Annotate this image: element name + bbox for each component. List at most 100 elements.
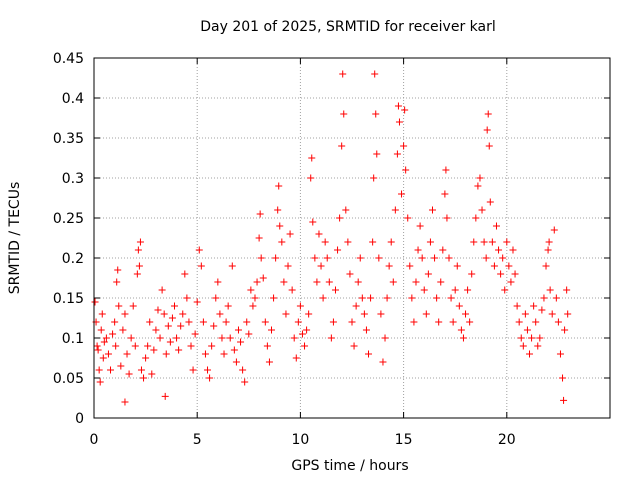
data-point bbox=[338, 142, 346, 150]
data-point bbox=[394, 102, 402, 110]
data-point bbox=[344, 238, 352, 246]
data-point bbox=[511, 270, 519, 278]
data-point bbox=[166, 338, 174, 346]
data-point bbox=[433, 294, 441, 302]
data-point bbox=[393, 150, 401, 158]
data-point bbox=[424, 270, 432, 278]
chart-title: Day 201 of 2025, SRMTID for receiver kar… bbox=[200, 19, 496, 35]
data-point bbox=[247, 286, 255, 294]
data-point bbox=[459, 334, 467, 342]
data-point bbox=[521, 310, 529, 318]
data-point bbox=[294, 318, 302, 326]
data-point bbox=[532, 318, 540, 326]
data-point bbox=[164, 322, 172, 330]
data-point bbox=[464, 286, 472, 294]
data-point bbox=[95, 366, 103, 374]
grid bbox=[94, 58, 610, 418]
data-point bbox=[418, 254, 426, 262]
data-point bbox=[323, 254, 331, 262]
data-point bbox=[114, 266, 122, 274]
data-point bbox=[356, 254, 364, 262]
data-point bbox=[564, 310, 572, 318]
data-point bbox=[256, 210, 264, 218]
data-point bbox=[218, 334, 226, 342]
data-point bbox=[162, 350, 170, 358]
data-point bbox=[187, 342, 195, 350]
y-tick-label: 0.35 bbox=[53, 131, 84, 147]
data-point bbox=[410, 318, 418, 326]
data-point bbox=[179, 310, 187, 318]
data-point bbox=[406, 262, 414, 270]
data-point bbox=[552, 294, 560, 302]
data-point bbox=[334, 246, 342, 254]
data-point bbox=[336, 214, 344, 222]
data-point bbox=[404, 214, 412, 222]
data-point bbox=[305, 310, 313, 318]
data-point bbox=[431, 254, 439, 262]
data-point bbox=[150, 346, 158, 354]
data-point bbox=[528, 334, 536, 342]
data-point bbox=[301, 342, 309, 350]
data-point bbox=[373, 150, 381, 158]
data-point bbox=[447, 294, 455, 302]
data-point bbox=[398, 190, 406, 198]
data-point bbox=[348, 318, 356, 326]
data-point bbox=[505, 262, 513, 270]
data-point bbox=[513, 302, 521, 310]
data-point bbox=[237, 338, 245, 346]
data-point bbox=[354, 278, 362, 286]
data-point bbox=[449, 318, 457, 326]
data-point bbox=[220, 350, 228, 358]
data-point bbox=[559, 374, 567, 382]
data-point bbox=[331, 286, 339, 294]
data-point bbox=[435, 318, 443, 326]
data-point bbox=[476, 174, 484, 182]
data-point bbox=[177, 322, 185, 330]
data-point bbox=[443, 214, 451, 222]
y-tick-label: 0.3 bbox=[62, 171, 84, 187]
data-point bbox=[199, 318, 207, 326]
data-point bbox=[445, 254, 453, 262]
data-point bbox=[499, 254, 507, 262]
data-point bbox=[402, 166, 410, 174]
data-point bbox=[485, 142, 493, 150]
data-point bbox=[484, 110, 492, 118]
data-point bbox=[379, 358, 387, 366]
data-point bbox=[327, 334, 335, 342]
data-point bbox=[292, 354, 300, 362]
data-point bbox=[104, 350, 112, 358]
data-point bbox=[99, 354, 107, 362]
data-point bbox=[93, 342, 101, 350]
data-point bbox=[125, 370, 133, 378]
y-tick-label: 0.2 bbox=[62, 251, 84, 267]
data-point bbox=[148, 370, 156, 378]
data-point bbox=[195, 246, 203, 254]
data-point bbox=[377, 310, 385, 318]
data-point bbox=[550, 226, 558, 234]
data-point bbox=[414, 246, 422, 254]
data-point bbox=[121, 398, 129, 406]
data-point bbox=[492, 222, 500, 230]
data-point bbox=[288, 286, 296, 294]
data-point bbox=[109, 330, 117, 338]
data-point bbox=[152, 326, 160, 334]
data-point bbox=[170, 302, 178, 310]
data-point bbox=[546, 286, 554, 294]
data-point bbox=[486, 198, 494, 206]
data-point bbox=[204, 366, 212, 374]
data-point bbox=[121, 310, 129, 318]
x-tick-label: 10 bbox=[291, 432, 309, 448]
data-point bbox=[313, 278, 321, 286]
data-point bbox=[381, 334, 389, 342]
data-point bbox=[274, 206, 282, 214]
data-point bbox=[308, 154, 316, 162]
y-tick-label: 0.45 bbox=[53, 51, 84, 67]
data-point bbox=[161, 392, 169, 400]
y-tick-label: 0.4 bbox=[62, 91, 84, 107]
data-point bbox=[276, 222, 284, 230]
data-point bbox=[495, 246, 503, 254]
y-tick-label: 0.25 bbox=[53, 211, 84, 227]
data-point bbox=[503, 238, 511, 246]
data-point bbox=[146, 318, 154, 326]
data-point bbox=[91, 298, 99, 306]
